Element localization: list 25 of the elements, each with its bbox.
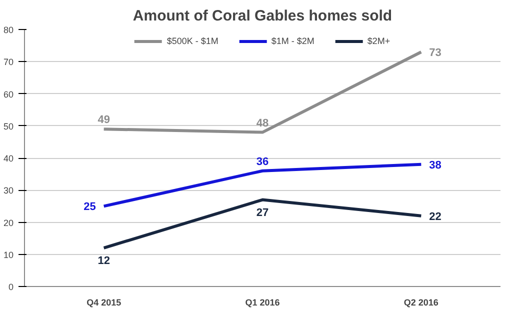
y-tick-label: 70 <box>3 57 14 68</box>
y-tick-label: 10 <box>3 250 14 260</box>
y-tick-label: 50 <box>3 121 14 132</box>
data-label: 36 <box>256 156 269 168</box>
y-tick-label: 40 <box>3 154 14 164</box>
data-label: 12 <box>98 254 110 267</box>
data-label: 49 <box>98 114 110 126</box>
data-label: 27 <box>256 206 269 219</box>
y-tick-label: 60 <box>3 89 14 100</box>
legend-label: $500K - $1M <box>166 36 218 46</box>
x-tick-label: Q2 2016 <box>404 298 438 308</box>
x-tick-label: Q4 2015 <box>86 298 122 308</box>
y-tick-label: 30 <box>3 186 14 196</box>
data-label: 22 <box>429 210 442 223</box>
chart-title: Amount of Coral Gables homes sold <box>132 8 392 24</box>
x-tick-label: Q1 2016 <box>245 298 280 308</box>
y-tick-label: 80 <box>3 25 14 35</box>
data-label: 73 <box>429 46 442 59</box>
data-label: 25 <box>84 201 96 214</box>
data-label: 48 <box>256 117 269 130</box>
y-tick-label: 20 <box>3 218 14 228</box>
y-tick-label: 0 <box>8 282 14 292</box>
legend-label: $1M - $2M <box>271 36 314 46</box>
data-label: 38 <box>429 159 442 172</box>
legend-label: $2M+ <box>367 36 390 46</box>
